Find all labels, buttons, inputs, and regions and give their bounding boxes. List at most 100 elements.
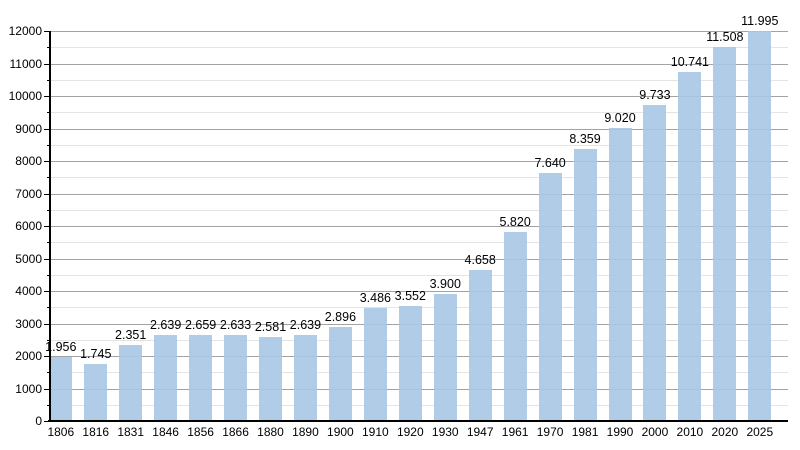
y-axis-minor-tick xyxy=(47,274,50,276)
gridline-major xyxy=(50,193,788,195)
bar-value-label: 3.900 xyxy=(429,277,461,292)
bar xyxy=(748,31,772,421)
y-tick-label: 8000 xyxy=(15,154,42,168)
bar-value-label: 11.508 xyxy=(706,29,744,44)
gridline-minor xyxy=(50,209,788,211)
x-tick-label: 1866 xyxy=(222,425,249,439)
gridline-major xyxy=(50,63,788,65)
y-axis-major-tick xyxy=(44,96,50,97)
y-axis-major-tick xyxy=(44,291,50,292)
y-tick-label: 3000 xyxy=(15,316,42,331)
y-tick-label: 4000 xyxy=(15,284,42,298)
y-tick-label: 6000 xyxy=(15,219,42,233)
bar xyxy=(49,357,73,421)
y-axis-minor-tick xyxy=(47,209,50,211)
y-tick-label: 0 xyxy=(35,414,42,428)
bar xyxy=(713,46,737,421)
bar xyxy=(224,335,248,421)
bar-value-label: 2.896 xyxy=(324,309,357,324)
x-tick-label: 2000 xyxy=(641,425,669,439)
bar xyxy=(119,344,143,421)
x-tick-label: 1890 xyxy=(292,425,319,439)
bar-value-label: 9.733 xyxy=(639,87,671,102)
bar-value-label: 2.581 xyxy=(254,320,287,335)
bar xyxy=(678,71,702,421)
y-axis-major-tick xyxy=(44,421,50,422)
y-axis-major-tick xyxy=(44,356,50,357)
y-axis-major-tick xyxy=(44,193,50,195)
x-tick-label: 2025 xyxy=(746,425,774,439)
y-tick-label: 10000 xyxy=(8,89,42,103)
bar xyxy=(363,307,387,421)
bar xyxy=(328,326,352,421)
bar-value-label: 1.956 xyxy=(45,340,77,355)
x-tick-label: 2010 xyxy=(676,425,704,439)
gridline-major xyxy=(50,226,788,227)
x-tick-label: 1981 xyxy=(571,425,599,439)
y-tick-label: 7000 xyxy=(15,186,42,201)
bar xyxy=(503,231,527,421)
bar xyxy=(643,104,667,421)
bar xyxy=(189,334,213,421)
gridline-major xyxy=(50,161,788,162)
bar-value-label: 2.659 xyxy=(184,317,217,332)
y-axis-minor-tick xyxy=(47,47,50,49)
y-axis-major-tick xyxy=(44,226,50,227)
bar-value-label: 8.359 xyxy=(569,132,601,147)
y-axis-minor-tick xyxy=(47,177,50,179)
y-axis-minor-tick xyxy=(47,144,50,146)
y-axis-minor-tick xyxy=(47,242,50,244)
bar xyxy=(573,149,597,421)
bar xyxy=(259,337,282,421)
bar-value-label: 4.658 xyxy=(464,252,496,267)
gridline-minor xyxy=(50,144,788,146)
bar-value-label: 3.552 xyxy=(394,288,426,303)
gridline-major xyxy=(50,31,788,32)
x-axis-line xyxy=(48,420,788,422)
gridline-minor xyxy=(50,47,788,49)
y-axis-minor-tick xyxy=(47,404,50,406)
y-tick-label: 2000 xyxy=(15,349,42,363)
bar xyxy=(398,305,422,421)
bar xyxy=(608,127,632,421)
y-axis-major-tick xyxy=(44,161,50,162)
x-tick-label: 1900 xyxy=(327,425,354,439)
x-tick-label: 1880 xyxy=(257,425,284,439)
gridline-minor xyxy=(50,112,788,114)
y-axis-line xyxy=(49,31,51,421)
y-tick-label: 12000 xyxy=(8,24,42,38)
y-axis-major-tick xyxy=(44,31,50,32)
gridline-major xyxy=(50,96,788,97)
bar-value-label: 9.020 xyxy=(604,110,636,125)
bar-value-label: 11.995 xyxy=(741,14,779,29)
y-axis-minor-tick xyxy=(47,79,50,81)
bar-value-label: 2.633 xyxy=(219,318,252,333)
y-axis-major-tick xyxy=(44,323,50,325)
y-tick-label: 11000 xyxy=(9,56,42,71)
x-tick-label: 1846 xyxy=(152,425,179,439)
gridline-minor xyxy=(50,79,788,81)
bar-value-label: 1.745 xyxy=(80,347,112,362)
bar xyxy=(433,294,457,421)
bar xyxy=(293,335,317,421)
bar-value-label: 10.741 xyxy=(670,54,709,69)
bar xyxy=(538,172,562,421)
y-tick-label: 9000 xyxy=(15,121,42,136)
gridline-major xyxy=(50,258,788,260)
x-tick-label: 2020 xyxy=(711,425,739,439)
gridline-minor xyxy=(50,242,788,244)
gridline-minor xyxy=(50,274,788,276)
y-axis-major-tick xyxy=(44,258,50,260)
bar-value-label: 5.820 xyxy=(499,214,531,229)
y-axis-major-tick xyxy=(44,63,50,65)
y-axis-minor-tick xyxy=(47,339,50,341)
x-tick-label: 1947 xyxy=(466,425,494,439)
bar-value-label: 2.639 xyxy=(150,318,182,333)
x-tick-label: 1806 xyxy=(47,425,75,439)
y-axis-major-tick xyxy=(44,388,50,390)
bar xyxy=(468,269,492,421)
bar-value-label: 2.351 xyxy=(115,327,147,342)
bar xyxy=(154,335,178,421)
